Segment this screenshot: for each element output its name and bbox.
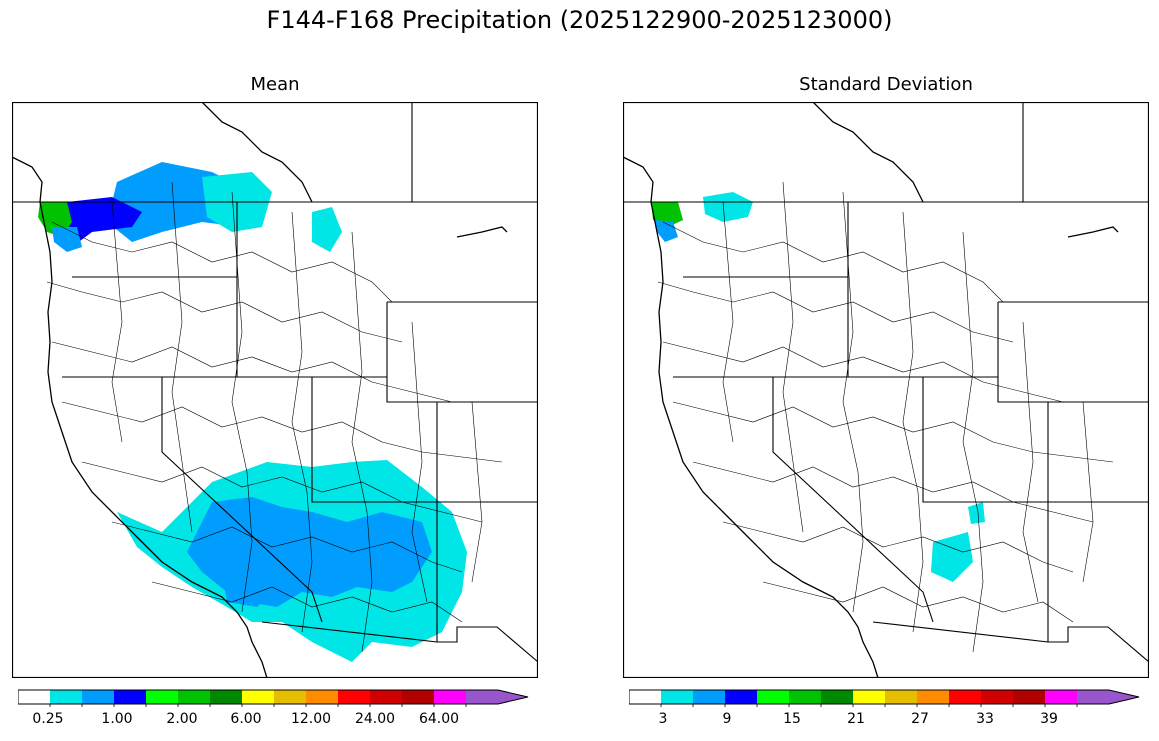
colorbar-segment <box>725 690 758 704</box>
std-colorbar-tick-label: 27 <box>911 711 929 727</box>
figure-title: F144-F168 Precipitation (2025122900-2025… <box>266 6 893 34</box>
colorbar-segment <box>693 690 726 704</box>
mean-colorbar-tick-label: 0.25 <box>32 711 64 727</box>
colorbar-outline <box>18 689 529 705</box>
std-cyan-sw-2 <box>968 502 985 524</box>
mean-lightblue-wa-coast <box>52 227 82 252</box>
colorbar-segment <box>853 690 886 704</box>
mean-colorbar-tick-label: 24.00 <box>354 711 396 727</box>
std-map-frame <box>623 102 1149 678</box>
std-cyan-nw <box>703 192 753 222</box>
std-colorbar-tick-label: 15 <box>783 711 801 727</box>
colorbar-segment <box>629 690 662 704</box>
colorbar-segment <box>885 690 918 704</box>
std-colorbar-tick-label: 39 <box>1040 711 1058 727</box>
std-basin-outlines <box>657 181 1114 653</box>
mean-panel-title: Mean <box>250 74 300 95</box>
colorbar-outline <box>629 689 1140 705</box>
colorbar-segment <box>50 690 83 704</box>
mean-blue-sw-region-2 <box>222 562 282 607</box>
colorbar-segment <box>18 690 51 704</box>
std-colorbar-bar <box>629 689 1140 707</box>
std-colorbar: 3 9 15 21 27 33 39 <box>629 687 1143 737</box>
colorbar-segment <box>402 690 435 704</box>
mean-colorbar-tick-label: 1.00 <box>101 711 133 727</box>
std-coastline <box>623 102 1119 678</box>
std-lightblue-coast <box>655 220 678 242</box>
mean-state-borders <box>12 102 538 663</box>
mean-colorbar-tick-label: 6.00 <box>230 711 262 727</box>
colorbar-segment <box>466 690 528 704</box>
colorbar-segment <box>1077 690 1139 704</box>
mean-basin-outlines <box>46 181 503 653</box>
mean-coastline <box>12 102 508 678</box>
colorbar-segment <box>242 690 275 704</box>
std-cyan-sw-1 <box>931 532 973 582</box>
std-map <box>623 102 1149 678</box>
mean-colorbar-tick-label: 2.00 <box>166 711 198 727</box>
mean-precip-fill <box>38 162 467 662</box>
mean-cyan-ne-idaho <box>312 207 342 252</box>
colorbar-segment <box>1013 690 1046 704</box>
mean-map <box>12 102 538 678</box>
colorbar-segment <box>917 690 950 704</box>
mean-map-frame <box>12 102 538 678</box>
mean-colorbar: 0.25 1.00 2.00 6.00 12.00 24.00 64.00 <box>18 687 532 737</box>
colorbar-segment <box>434 690 467 704</box>
mean-colorbar-tick-label: 64.00 <box>418 711 460 727</box>
colorbar-segment <box>82 690 115 704</box>
std-fill <box>651 192 985 582</box>
mean-colorbar-bar <box>18 689 529 707</box>
colorbar-segment <box>370 690 403 704</box>
std-state-borders <box>623 102 1149 663</box>
mean-colorbar-tick-label: 12.00 <box>290 711 332 727</box>
colorbar-segment <box>1045 690 1078 704</box>
std-colorbar-tick-label: 9 <box>722 711 732 727</box>
std-panel-title: Standard Deviation <box>799 74 973 95</box>
std-colorbar-tick-label: 33 <box>976 711 994 727</box>
colorbar-segment <box>661 690 694 704</box>
colorbar-segment <box>178 690 211 704</box>
colorbar-segment <box>789 690 822 704</box>
colorbar-segment <box>306 690 339 704</box>
colorbar-segment <box>146 690 179 704</box>
colorbar-segment <box>821 690 854 704</box>
colorbar-segment <box>757 690 790 704</box>
colorbar-segment <box>981 690 1014 704</box>
std-colorbar-tick-label: 3 <box>658 711 668 727</box>
colorbar-segment <box>274 690 307 704</box>
colorbar-segment <box>949 690 982 704</box>
colorbar-segment <box>210 690 243 704</box>
colorbar-segment <box>338 690 371 704</box>
std-colorbar-tick-label: 21 <box>847 711 865 727</box>
colorbar-segment <box>114 690 147 704</box>
